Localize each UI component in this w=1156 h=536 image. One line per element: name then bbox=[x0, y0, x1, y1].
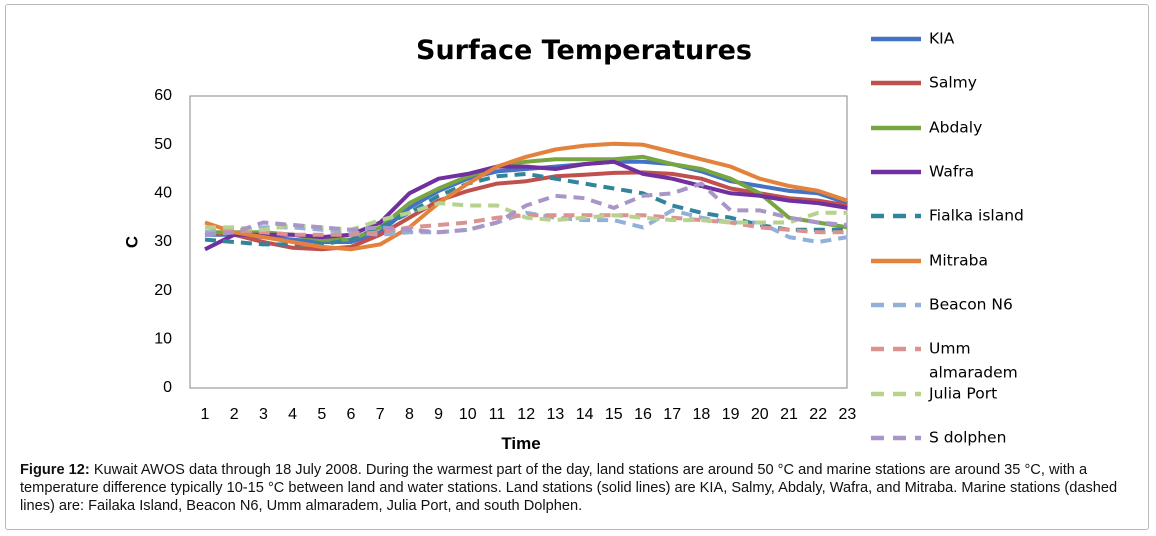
y-tick-label: 40 bbox=[154, 185, 172, 202]
series-line-5 bbox=[204, 141, 849, 252]
series-line-8 bbox=[205, 201, 848, 232]
x-tick-label: 16 bbox=[634, 406, 652, 423]
x-tick-label: 4 bbox=[288, 406, 297, 423]
legend-label: Wafra bbox=[929, 163, 974, 181]
series-line-3 bbox=[204, 159, 848, 252]
plot-area bbox=[189, 95, 848, 389]
x-tick-label: 2 bbox=[230, 406, 239, 423]
y-tick-label: 10 bbox=[154, 331, 172, 348]
x-tick-label: 9 bbox=[434, 406, 443, 423]
x-axis: 1 2 3 4 5 6 7 8 9 10 11 12 13 14 15 16 17 18 19 20 21 22 23 bbox=[201, 406, 857, 423]
chart-title: Surface Temperatures bbox=[416, 35, 752, 66]
y-tick-label: 20 bbox=[154, 282, 172, 299]
x-tick-label: 6 bbox=[347, 406, 356, 423]
x-tick-label: 19 bbox=[722, 406, 740, 423]
figure-frame bbox=[5, 4, 1149, 530]
series-line-9 bbox=[204, 181, 848, 237]
y-tick-label: 60 bbox=[154, 87, 172, 104]
x-tick-label: 17 bbox=[663, 406, 681, 423]
series-lines bbox=[204, 141, 849, 252]
legend-label: Fialka island bbox=[929, 207, 1024, 225]
x-tick-label: 21 bbox=[780, 406, 798, 423]
x-tick-label: 12 bbox=[517, 406, 535, 423]
caption-text: Kuwait AWOS data through 18 July 2008. D… bbox=[20, 462, 1118, 514]
x-tick-label: 13 bbox=[547, 406, 565, 423]
x-tick-label: 10 bbox=[459, 406, 477, 423]
x-tick-label: 1 bbox=[201, 406, 210, 423]
x-tick-label: 22 bbox=[809, 406, 827, 423]
x-axis-label: Time bbox=[501, 434, 540, 453]
caption-label: Figure 12: bbox=[20, 462, 90, 478]
x-tick-label: 11 bbox=[489, 406, 506, 423]
x-tick-label: 5 bbox=[317, 406, 326, 423]
x-tick-label: 15 bbox=[605, 406, 623, 423]
y-tick-label: 50 bbox=[154, 136, 172, 153]
y-tick-label: 0 bbox=[163, 379, 172, 396]
series-line-1 bbox=[204, 170, 848, 252]
legend-label: Salmy bbox=[929, 74, 977, 92]
x-tick-label: 7 bbox=[376, 406, 385, 423]
x-tick-label: 14 bbox=[576, 406, 594, 423]
figure-caption: Figure 12: Kuwait AWOS data through 18 J… bbox=[20, 461, 1140, 515]
y-axis: 0 10 20 30 40 50 60 bbox=[154, 87, 172, 396]
legend: KIA Salmy Abdaly Wafra Fialka island Mitraba B… bbox=[871, 30, 1024, 447]
y-axis-label: C bbox=[122, 236, 141, 248]
legend-label: Abdaly bbox=[929, 119, 982, 137]
x-tick-label: 3 bbox=[259, 406, 268, 423]
legend-label: Beacon N6 bbox=[929, 296, 1013, 314]
legend-label: KIA bbox=[929, 30, 955, 48]
legend-label: Mitraba bbox=[929, 252, 988, 270]
x-tick-label: 8 bbox=[405, 406, 414, 423]
x-tick-label: 20 bbox=[751, 406, 769, 423]
legend-label: Umm almaradem bbox=[929, 339, 1018, 381]
x-tick-label: 23 bbox=[839, 406, 857, 423]
y-tick-label: 30 bbox=[154, 233, 172, 250]
legend-label: Julia Port bbox=[928, 385, 997, 403]
x-tick-label: 18 bbox=[693, 406, 711, 423]
legend-label: S dolphen bbox=[929, 429, 1006, 447]
